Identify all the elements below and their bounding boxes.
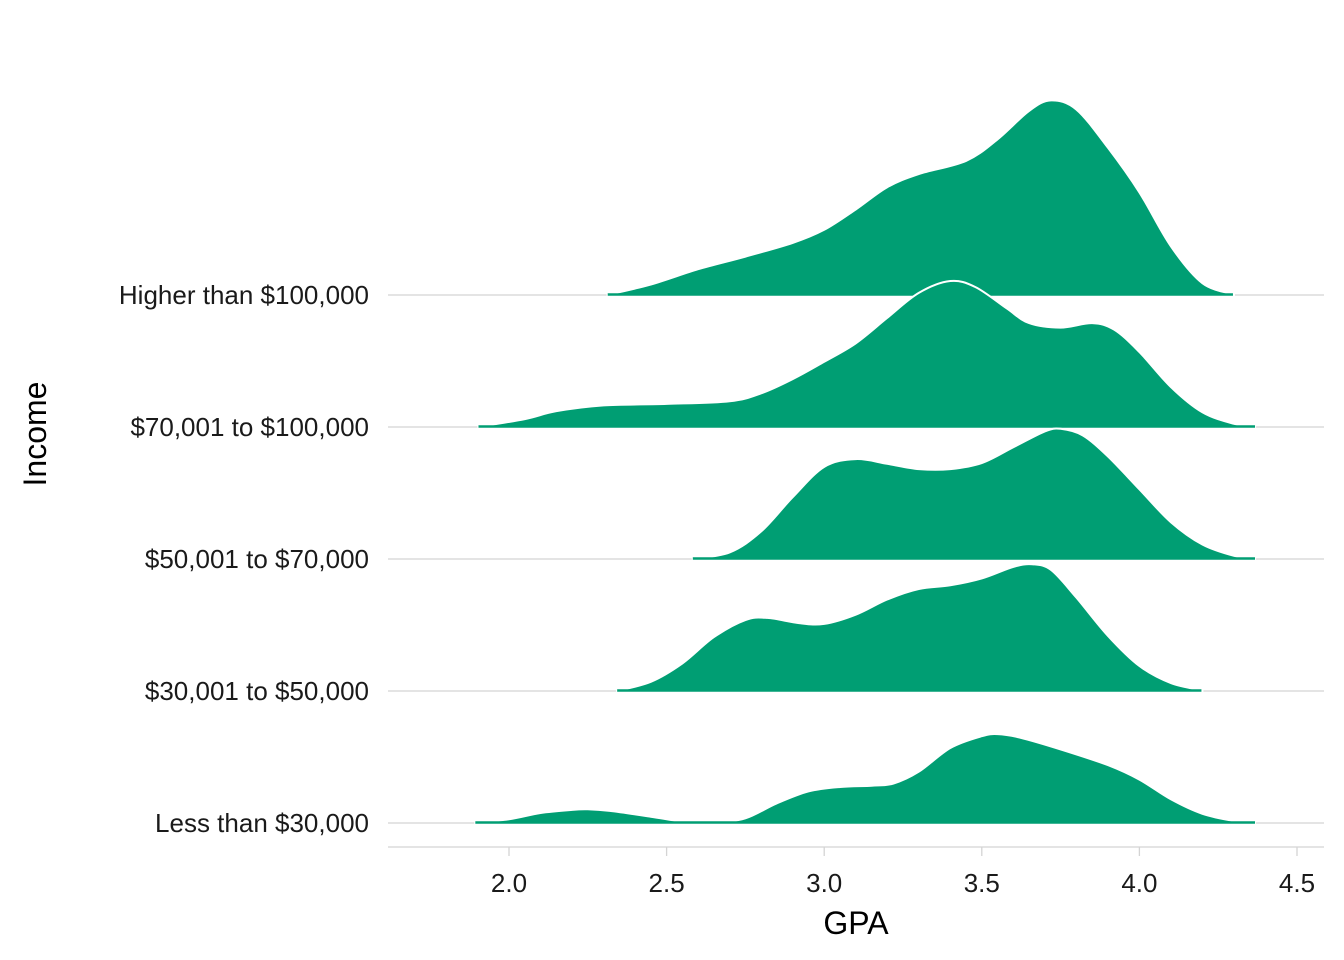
y-tick-label: $70,001 to $100,000 (130, 412, 369, 442)
ridges (474, 99, 1257, 824)
x-tick-label: 4.0 (1121, 868, 1157, 898)
x-axis: 2.0 2.5 3.0 3.5 4.0 4.5 (388, 846, 1324, 898)
ridge-density (606, 99, 1235, 296)
y-tick-label: Less than $30,000 (155, 808, 369, 838)
x-tick-label: 4.5 (1279, 868, 1315, 898)
y-tick-label: $50,001 to $70,000 (145, 544, 369, 574)
x-axis-title: GPA (823, 905, 889, 941)
x-tick-label: 2.0 (491, 868, 527, 898)
x-tick-label: 3.0 (806, 868, 842, 898)
y-axis-labels: Less than $30,000 $30,001 to $50,000 $50,0… (119, 280, 369, 838)
ridge-density (477, 279, 1257, 428)
x-tick-label: 2.5 (649, 868, 685, 898)
x-tick-label: 3.5 (964, 868, 1000, 898)
ridge-density (615, 563, 1204, 692)
ridge-density (691, 427, 1257, 560)
y-tick-label: Higher than $100,000 (119, 280, 369, 310)
ridge-density (474, 733, 1257, 824)
y-tick-label: $30,001 to $50,000 (145, 676, 369, 706)
y-axis-title: Income (17, 382, 53, 487)
